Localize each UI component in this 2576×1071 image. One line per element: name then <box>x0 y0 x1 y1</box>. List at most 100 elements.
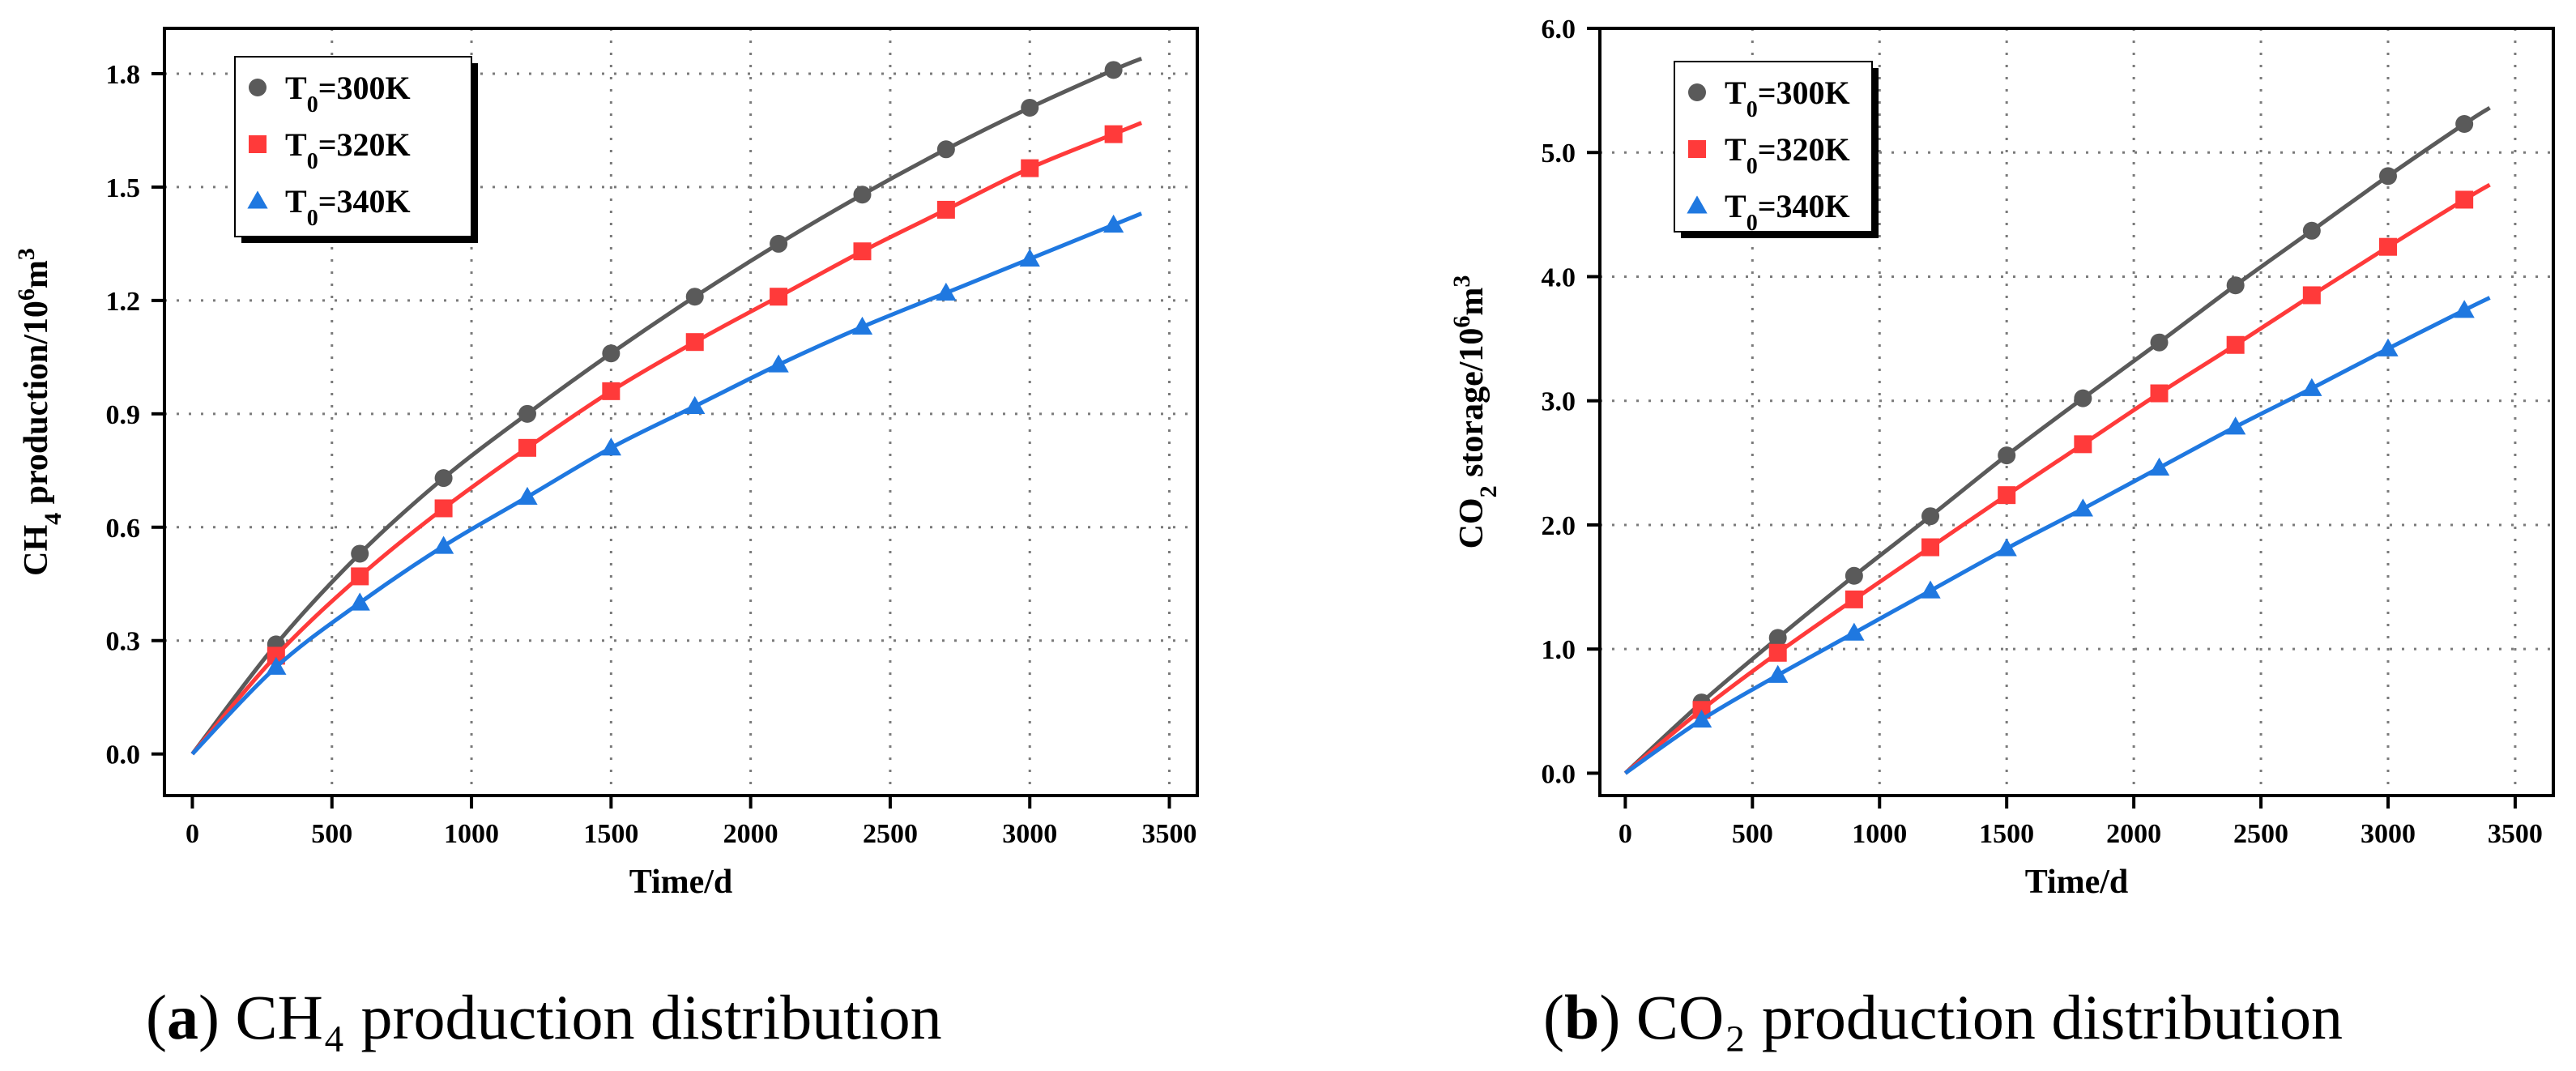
data-point-circle <box>1845 566 1863 585</box>
data-point-triangle <box>266 656 287 675</box>
legend-label-main: T <box>285 183 307 220</box>
y-label-superscript: 6 <box>1448 316 1475 328</box>
data-point-circle <box>1768 629 1787 647</box>
legend-label: T0=340K <box>285 183 411 231</box>
legend-label-subscript: 0 <box>1746 97 1758 122</box>
data-point-triangle <box>349 592 370 611</box>
data-point-triangle <box>1768 664 1789 683</box>
x-tick-label: 3500 <box>1142 819 1197 849</box>
x-tick-label: 1000 <box>444 819 499 849</box>
series-T0=340K <box>190 211 1143 756</box>
data-point-circle <box>770 234 788 253</box>
data-point-triangle <box>433 536 454 554</box>
legend-marker-square <box>1688 140 1706 158</box>
plot-frame <box>163 27 1199 797</box>
y-tick-label: 3.0 <box>1542 387 1576 417</box>
data-point-square <box>2226 335 2245 354</box>
legend-label-value: =300K <box>318 70 411 106</box>
data-point-triangle <box>2301 378 2322 396</box>
data-point-square <box>602 382 621 400</box>
data-point-square <box>770 288 788 306</box>
x-tick-label: 0 <box>1619 819 1632 849</box>
legend-label-subscript: 0 <box>307 92 318 117</box>
data-point-triangle <box>2454 300 2475 318</box>
chart-panel-b: 0 500 1000 1500 2000 2500 3000 35000.01.02.03.0… <box>1448 15 2555 1052</box>
series-line <box>1623 296 2491 775</box>
y-tick-label: 0.0 <box>106 740 141 770</box>
legend-label-subscript: 0 <box>1746 154 1758 179</box>
caption-text: CO₂ production distribution <box>1620 982 2343 1052</box>
data-point-circle <box>518 404 536 423</box>
legend-label-main: T <box>285 70 307 106</box>
y-label-subscript: 2 <box>1475 485 1502 497</box>
legend-box <box>1674 61 1873 233</box>
y-label-subscript: 4 <box>40 513 66 525</box>
x-tick-label: 3000 <box>1002 819 1057 849</box>
data-point-circle <box>434 469 453 488</box>
data-point-triangle <box>2072 498 2093 517</box>
legend-box <box>234 56 472 237</box>
data-point-circle <box>2226 276 2245 295</box>
legend-label-main: T <box>1725 75 1746 111</box>
y-tick-label: 4.0 <box>1542 262 1576 292</box>
data-point-square <box>518 438 536 457</box>
data-point-triangle <box>936 282 957 301</box>
legend-label-subscript: 0 <box>1746 211 1758 236</box>
legend-label-value: =340K <box>318 183 411 220</box>
legend-label: T0=300K <box>285 70 411 117</box>
data-point-triangle <box>685 395 706 414</box>
data-point-triangle <box>1996 538 2017 557</box>
chart-panel-a: 0 500 1000 1500 2000 2500 3000 35000.00.30.60.9… <box>13 27 1199 1052</box>
panel-caption: (a) CH₄ production distribution <box>146 982 942 1052</box>
x-tick-label: 2000 <box>2106 819 2161 849</box>
y-tick-label: 6.0 <box>1542 15 1576 45</box>
data-point-triangle <box>768 354 789 373</box>
legend-marker-square <box>249 135 267 153</box>
data-point-circle <box>602 344 621 363</box>
legend-label-subscript: 0 <box>307 206 318 231</box>
legend-marker-circle <box>249 79 267 96</box>
legend-label: T0=320K <box>285 126 411 174</box>
data-point-square <box>2302 286 2321 305</box>
series-line <box>190 211 1143 756</box>
caption-text: CH₄ production distribution <box>220 982 942 1052</box>
y-label-unit: m <box>18 260 55 288</box>
y-tick-label: 0.9 <box>106 400 141 430</box>
series-T0=320K <box>190 121 1143 756</box>
data-point-triangle <box>1102 214 1124 233</box>
data-point-triangle <box>517 486 538 505</box>
data-point-circle <box>685 288 704 306</box>
data-point-square <box>1021 159 1039 177</box>
series-line <box>190 121 1143 756</box>
panel-caption: (b) CO₂ production distribution <box>1543 982 2343 1052</box>
data-point-square <box>936 200 955 219</box>
x-tick-label: 1500 <box>583 819 638 849</box>
data-point-circle <box>1104 61 1123 79</box>
data-point-square <box>351 567 369 586</box>
data-point-triangle <box>1691 709 1712 728</box>
x-tick-label: 2500 <box>863 819 918 849</box>
legend-label-main: T <box>1725 131 1746 168</box>
y-tick-label: 0.6 <box>106 514 141 544</box>
data-point-circle <box>2074 389 2092 407</box>
legend-label-main: T <box>1725 188 1746 224</box>
data-point-triangle <box>851 316 873 335</box>
legend-label: T0=320K <box>1725 131 1850 179</box>
data-point-square <box>1845 590 1863 608</box>
series-T0=300K <box>1623 105 2491 775</box>
data-point-circle <box>1021 98 1039 117</box>
y-tick-label: 5.0 <box>1542 139 1576 169</box>
plot-frame <box>1598 27 2555 797</box>
y-axis-label: CH4 production/106m3 <box>13 248 66 576</box>
data-point-square <box>853 242 872 261</box>
data-point-circle <box>936 140 955 159</box>
x-tick-label: 500 <box>1732 819 1773 849</box>
y-axis-label: CO2 storage/106m3 <box>1448 275 1502 549</box>
data-point-circle <box>1998 446 2016 465</box>
legend-label-subscript: 0 <box>307 149 318 174</box>
data-point-triangle <box>2225 416 2246 435</box>
y-label-main: CH <box>18 525 55 576</box>
x-tick-label: 3000 <box>2361 819 2416 849</box>
